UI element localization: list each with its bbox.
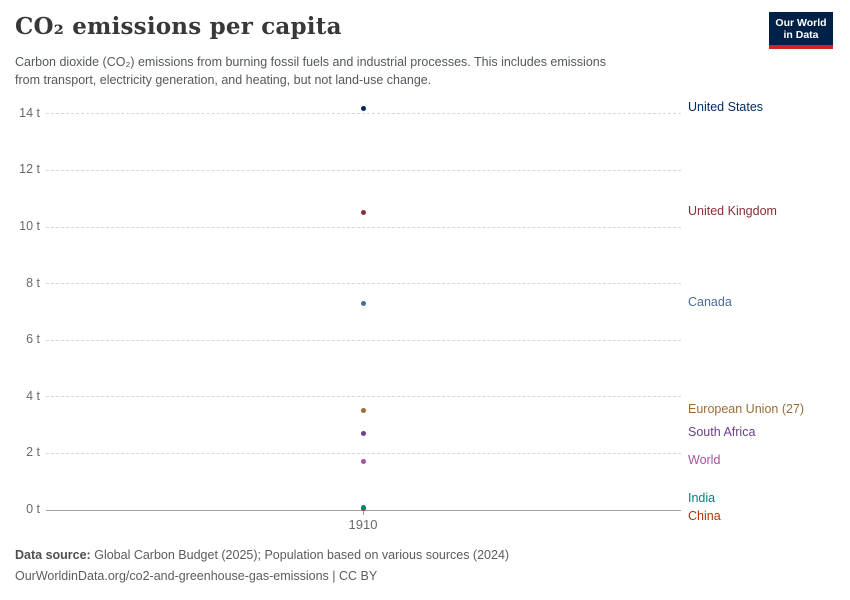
chart-subtitle: Carbon dioxide (CO₂) emissions from burn… bbox=[15, 53, 606, 89]
data-point-united-kingdom[interactable] bbox=[360, 210, 366, 216]
y-axis-tick-label-2t: 2 t bbox=[26, 445, 40, 460]
gridline-12t bbox=[46, 169, 681, 171]
data-point-south-africa[interactable] bbox=[360, 431, 366, 437]
y-axis-tick-label-6t: 6 t bbox=[26, 332, 40, 347]
data-point-india[interactable] bbox=[360, 504, 366, 510]
y-axis-tick-label-10t: 10 t bbox=[19, 219, 40, 233]
data-point-canada[interactable] bbox=[360, 300, 366, 306]
series-label-south-africa[interactable]: South Africa bbox=[688, 425, 756, 440]
y-axis-tick-label-4t: 4 t bbox=[26, 388, 40, 403]
chart-subtitle-line-1: Carbon dioxide (CO₂) emissions from burn… bbox=[15, 55, 606, 69]
gridline-10t bbox=[46, 226, 681, 228]
series-label-united-kingdom[interactable]: United Kingdom bbox=[688, 204, 777, 219]
data-source-label: Data source: bbox=[15, 548, 91, 562]
series-label-united-states[interactable]: United States bbox=[688, 99, 764, 114]
series-label-india[interactable]: India bbox=[688, 490, 716, 505]
owid-logo-line-2: in Data bbox=[783, 28, 819, 41]
series-label-china[interactable]: China bbox=[688, 508, 721, 523]
gridline-4t bbox=[46, 396, 681, 398]
attribution-link[interactable]: OurWorldinData.org/co2-and-greenhouse-ga… bbox=[15, 569, 378, 583]
series-label-world[interactable]: World bbox=[688, 453, 721, 468]
gridline-6t bbox=[46, 339, 681, 341]
data-source-text: Global Carbon Budget (2025); Population … bbox=[94, 548, 510, 562]
y-axis-tick-label-8t: 8 t bbox=[26, 275, 40, 290]
gridline-8t bbox=[46, 283, 681, 285]
y-axis-tick-label-0t: 0 t bbox=[26, 502, 40, 516]
x-axis-tick-mark bbox=[362, 510, 364, 515]
data-source-note: Data source: Global Carbon Budget (2025)… bbox=[15, 548, 509, 562]
data-point-world[interactable] bbox=[360, 459, 366, 465]
y-axis-tick-label-12t: 12 t bbox=[19, 162, 40, 177]
x-axis-tick-label: 1910 bbox=[348, 517, 378, 532]
gridline-14t bbox=[46, 113, 681, 115]
owid-logo-line-1: Our World bbox=[775, 16, 827, 29]
y-axis-tick-label-14t: 14 t bbox=[19, 105, 40, 120]
series-label-european-union-27[interactable]: European Union (27) bbox=[688, 402, 805, 417]
owid-logo: Our World in Data bbox=[769, 12, 833, 49]
page-title: CO₂ emissions per capita bbox=[15, 13, 342, 40]
gridline-2t bbox=[46, 452, 681, 454]
chart-subtitle-line-2: from transport, electricity generation, … bbox=[15, 73, 432, 87]
series-label-canada[interactable]: Canada bbox=[688, 294, 732, 309]
data-point-european-union-27[interactable] bbox=[360, 408, 366, 414]
data-point-united-states[interactable] bbox=[360, 105, 366, 111]
